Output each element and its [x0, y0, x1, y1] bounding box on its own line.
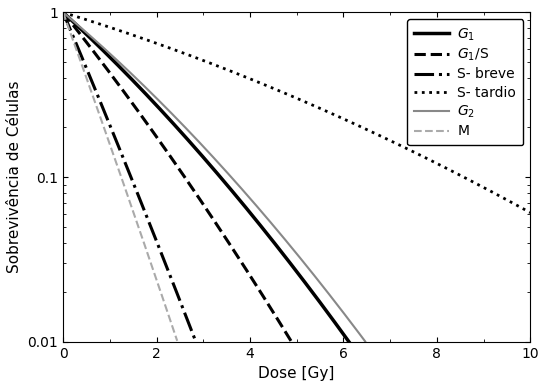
Legend: $G_1$, $G_1$/S, S- breve, S- tardio, $G_2$, M: $G_1$, $G_1$/S, S- breve, S- tardio, $G_…: [407, 19, 523, 146]
X-axis label: Dose [Gy]: Dose [Gy]: [258, 366, 335, 381]
Y-axis label: Sobrevivência de Células: Sobrevivência de Células: [7, 81, 22, 273]
